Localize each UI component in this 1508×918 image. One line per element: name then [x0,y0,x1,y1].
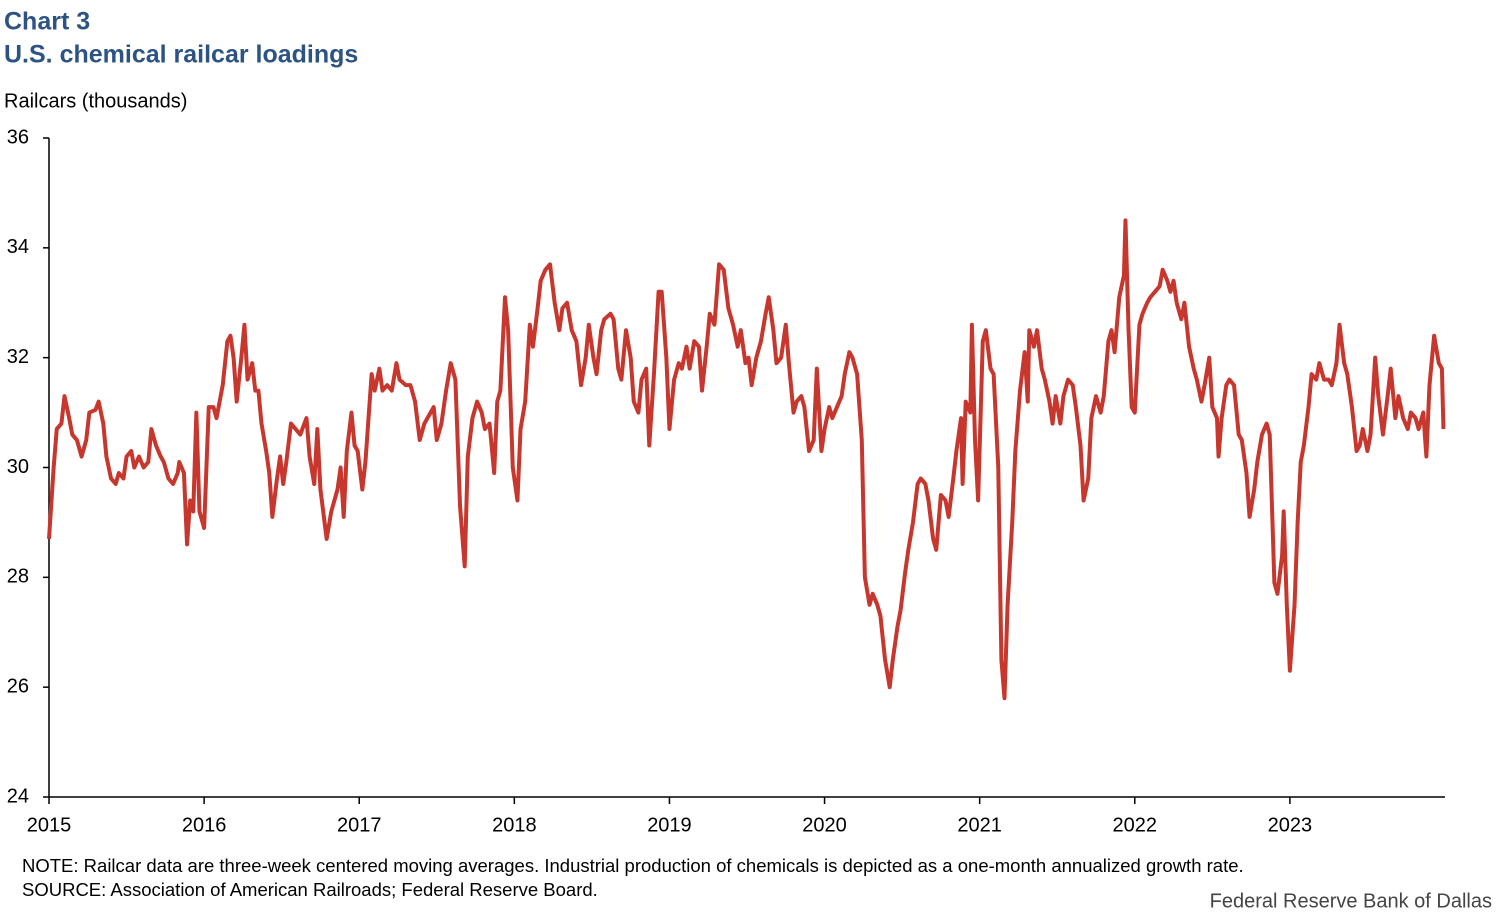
source: SOURCE: Association of American Railroad… [22,879,598,900]
y-tick-label: 28 [7,566,29,588]
x-tick-label: 2016 [182,814,227,836]
y-tick-label: 32 [7,346,29,368]
x-tick-label: 2018 [492,814,537,836]
x-tick-label: 2019 [647,814,692,836]
y-tick-label: 24 [7,785,29,807]
y-axis-label: Railcars (thousands) [4,90,187,112]
x-tick-label: 2022 [1113,814,1158,836]
chart-title: Chart 3 [4,8,90,36]
credit: Federal Reserve Bank of Dallas [1210,890,1492,912]
x-tick-label: 2017 [337,814,382,836]
x-tick-label: 2015 [27,814,72,836]
note: NOTE: Railcar data are three-week center… [22,855,1244,876]
y-tick-label: 36 [7,126,29,148]
x-tick-label: 2023 [1268,814,1313,836]
x-tick-label: 2021 [957,814,1002,836]
x-tick-label: 2020 [802,814,847,836]
data-line [47,218,1446,701]
y-tick-label: 26 [7,675,29,697]
y-tick-label: 34 [7,236,29,258]
y-tick-label: 30 [7,456,29,478]
chart-subtitle: U.S. chemical railcar loadings [4,41,358,69]
